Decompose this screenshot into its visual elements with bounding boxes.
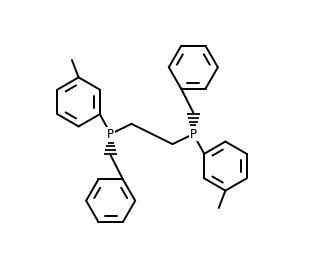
- Text: P: P: [107, 128, 114, 140]
- Text: P: P: [190, 128, 197, 140]
